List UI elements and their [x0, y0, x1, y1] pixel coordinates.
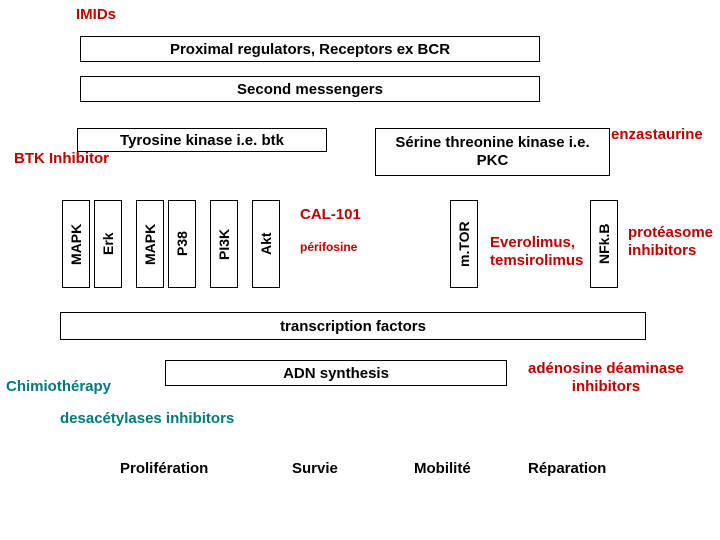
mapk2-text: MAPK: [142, 223, 158, 264]
pi3k-text: PI3K: [216, 228, 232, 259]
akt-text: Akt: [258, 233, 274, 256]
mapk2-box: MAPK: [136, 200, 164, 288]
everolimus-line2: temsirolimus: [490, 252, 583, 270]
imids-label: IMIDs: [76, 6, 116, 23]
erk-box: Erk: [94, 200, 122, 288]
nfkb-text: NFk.B: [596, 224, 612, 264]
erk-text: Erk: [100, 233, 116, 256]
second-messengers-box: Second messengers: [80, 76, 540, 102]
pi3k-box: PI3K: [210, 200, 238, 288]
p38-text: P38: [174, 232, 190, 257]
transcription-box: transcription factors: [60, 312, 646, 340]
nfkb-box: NFk.B: [590, 200, 618, 288]
tyrosine-kinase-box: Tyrosine kinase i.e. btk: [77, 128, 327, 152]
reparation-label: Réparation: [528, 460, 606, 477]
proteasome-line2: inhibitors: [628, 242, 713, 260]
proteasome-label: protéasome inhibitors: [628, 224, 713, 260]
tyrosine-kinase-text: Tyrosine kinase i.e. btk: [120, 132, 284, 149]
proliferation-label: Prolifération: [120, 460, 208, 477]
chimiotherapy-label: Chimiothérapy: [6, 378, 111, 395]
everolimus-label: Everolimus, temsirolimus: [490, 234, 583, 270]
serine-threonine-line1: Sérine threonine kinase i.e.: [395, 134, 589, 152]
p38-box: P38: [168, 200, 196, 288]
proteasome-line1: protéasome: [628, 224, 713, 242]
adn-synthesis-box: ADN synthesis: [165, 360, 507, 386]
adenosine-label: adénosine déaminase inhibitors: [528, 360, 684, 396]
mtor-box: m.TOR: [450, 200, 478, 288]
mapk1-box: MAPK: [62, 200, 90, 288]
mobilite-label: Mobilité: [414, 460, 471, 477]
mtor-text: m.TOR: [456, 221, 472, 267]
akt-box: Akt: [252, 200, 280, 288]
mapk1-text: MAPK: [68, 223, 84, 264]
adn-synthesis-text: ADN synthesis: [283, 365, 389, 382]
everolimus-line1: Everolimus,: [490, 234, 583, 252]
transcription-text: transcription factors: [280, 318, 426, 335]
adenosine-line2: inhibitors: [528, 378, 684, 396]
proximal-regulators-text: Proximal regulators, Receptors ex BCR: [170, 41, 450, 58]
serine-threonine-line2: PKC: [477, 152, 509, 170]
perifosine-label: périfosine: [300, 240, 357, 254]
serine-threonine-box: Sérine threonine kinase i.e. PKC: [375, 128, 610, 176]
proximal-regulators-box: Proximal regulators, Receptors ex BCR: [80, 36, 540, 62]
second-messengers-text: Second messengers: [237, 81, 383, 98]
enzastaurine-label: enzastaurine: [611, 126, 703, 143]
desacetylases-label: desacétylases inhibitors: [60, 410, 234, 427]
adenosine-line1: adénosine déaminase: [528, 360, 684, 378]
survie-label: Survie: [292, 460, 338, 477]
btk-inhibitor-label: BTK Inhibitor: [14, 150, 109, 167]
cal101-label: CAL-101: [300, 206, 361, 223]
